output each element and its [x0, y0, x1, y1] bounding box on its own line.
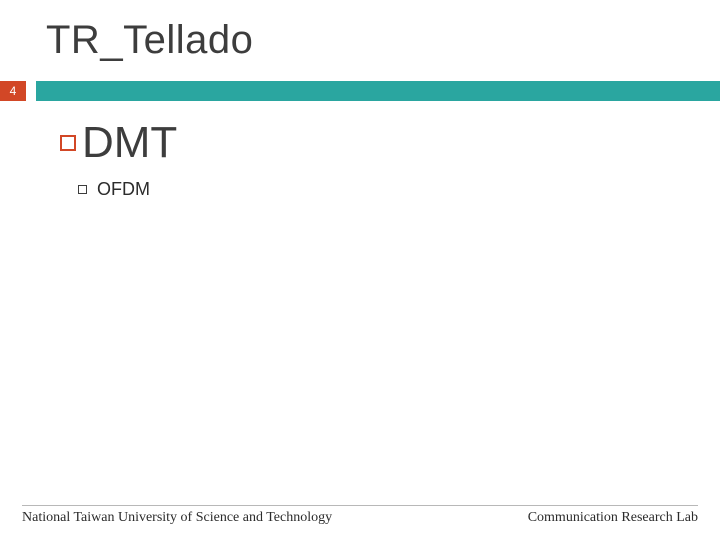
- footer-left-text: National Taiwan University of Science an…: [22, 510, 332, 526]
- page-number-badge: 4: [0, 81, 26, 101]
- title-area: TR_Tellado: [0, 0, 720, 81]
- square-bullet-small-icon: [78, 185, 87, 194]
- band-teal: [36, 81, 720, 101]
- content-area: DMT OFDM: [0, 101, 720, 200]
- divider-band: 4: [0, 81, 720, 101]
- bullet-level-2: OFDM: [78, 179, 720, 200]
- footer-row: National Taiwan University of Science an…: [22, 510, 698, 526]
- band-gap: [26, 81, 36, 101]
- footer-right-text: Communication Research Lab: [528, 510, 698, 526]
- bullet-level-2-text: OFDM: [97, 179, 150, 200]
- bullet-level-1: DMT: [60, 121, 720, 165]
- footer: National Taiwan University of Science an…: [0, 505, 720, 526]
- bullet-level-1-text: DMT: [82, 121, 177, 165]
- slide-title: TR_Tellado: [46, 18, 720, 63]
- footer-rule: [22, 505, 698, 506]
- square-bullet-icon: [60, 135, 76, 151]
